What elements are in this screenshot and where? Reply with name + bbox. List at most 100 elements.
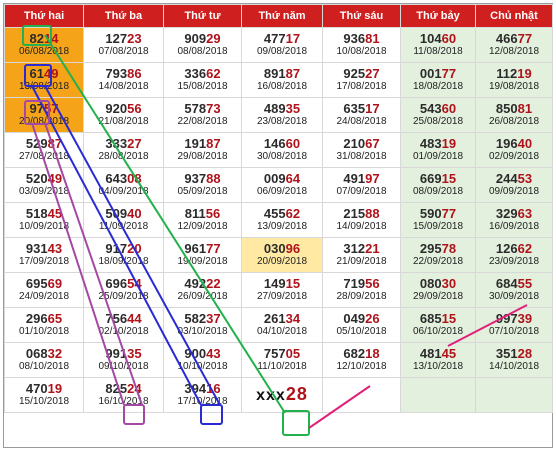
- result-date: 03/09/2018: [18, 186, 70, 197]
- result-date: 01/09/2018: [412, 151, 464, 162]
- result-cell: 58237 03/10/2018: [163, 307, 242, 343]
- result-date: 02/10/2018: [98, 326, 149, 337]
- result-date: 13/09/2018: [256, 221, 308, 232]
- result-date: 23/08/2018: [256, 116, 308, 127]
- result-date: 17/10/2018: [177, 396, 228, 407]
- result-date: 21/09/2018: [336, 256, 387, 267]
- result-number: 68515: [419, 311, 457, 326]
- result-cell: 91720 18/09/2018: [83, 237, 164, 273]
- week-row: 8214 06/08/2018 12723 07/08/2018 90929 08/08/…: [4, 27, 553, 63]
- result-date: 05/09/2018: [177, 186, 228, 197]
- result-date: 20/08/2018: [18, 116, 70, 127]
- result-cell: 57873 22/08/2018: [163, 97, 242, 133]
- result-cell: 10460 11/08/2018: [400, 27, 476, 63]
- result-cell: 68455 30/09/2018: [475, 272, 553, 308]
- result-date: 24/08/2018: [336, 116, 387, 127]
- result-number: 6149: [29, 66, 59, 81]
- result-cell: 00964 06/09/2018: [241, 167, 323, 203]
- result-date: 19/09/2018: [177, 256, 228, 267]
- result-cell: 48935 23/08/2018: [241, 97, 323, 133]
- result-number: 12662: [495, 241, 533, 256]
- result-date: 16/10/2018: [98, 396, 149, 407]
- result-cell: 49222 26/09/2018: [163, 272, 242, 308]
- result-number: 19187: [184, 136, 221, 151]
- result-date: 12/10/2018: [336, 361, 387, 372]
- result-date: 10/08/2018: [336, 46, 387, 57]
- weekday-header: Thứ hai: [4, 4, 84, 28]
- result-number: 26134: [263, 311, 301, 326]
- result-cell: 14660 30/08/2018: [241, 132, 323, 168]
- result-cell: 99739 07/10/2018: [475, 307, 553, 343]
- result-number: 9757: [29, 101, 59, 116]
- week-row: 52049 03/09/2018 64308 04/09/2018 93788 05/09…: [4, 167, 553, 203]
- result-number: 04926: [343, 311, 380, 326]
- result-cell: 49197 07/09/2018: [322, 167, 401, 203]
- result-number: 11219: [496, 66, 532, 81]
- result-date: 30/08/2018: [256, 151, 308, 162]
- result-number: 71956: [343, 276, 380, 291]
- result-date: 25/09/2018: [98, 291, 149, 302]
- result-table-frame: Thứ hai Thứ ba Thứ tư Thứ năm Thứ sáu Thứ bảy…: [3, 3, 553, 448]
- weekday-header: Thứ ba: [83, 4, 164, 28]
- result-date: 12/09/2018: [177, 221, 228, 232]
- result-number: 93788: [184, 171, 221, 186]
- result-cell: 19640 02/09/2018: [475, 132, 553, 168]
- result-cell: 75705 11/10/2018: [241, 342, 323, 378]
- result-cell: xxx28: [241, 377, 323, 413]
- result-number: 06832: [25, 346, 63, 361]
- result-cell: 29665 01/10/2018: [4, 307, 84, 343]
- result-cell: 92527 17/08/2018: [322, 62, 401, 98]
- result-number: 90043: [184, 346, 221, 361]
- result-number: 99135: [105, 346, 142, 361]
- result-date: 17/08/2018: [336, 81, 387, 92]
- result-number: 91720: [105, 241, 142, 256]
- result-number: 47717: [263, 31, 301, 46]
- result-cell: 93788 05/09/2018: [163, 167, 242, 203]
- result-date: 07/08/2018: [98, 46, 149, 57]
- result-date: 05/10/2018: [336, 326, 387, 337]
- result-date: 06/08/2018: [18, 46, 70, 57]
- result-cell: 50940 11/09/2018: [83, 202, 164, 238]
- result-number: 45562: [263, 206, 301, 221]
- result-cell: 69569 24/09/2018: [4, 272, 84, 308]
- result-cell: 48319 01/09/2018: [400, 132, 476, 168]
- result-date: 28/08/2018: [98, 151, 149, 162]
- result-cell: 04926 05/10/2018: [322, 307, 401, 343]
- result-number: 92527: [343, 66, 380, 81]
- result-cell: 47019 15/10/2018: [4, 377, 84, 413]
- result-number: 68218: [343, 346, 380, 361]
- result-number: 08030: [419, 276, 457, 291]
- result-number: 93681: [343, 31, 380, 46]
- result-date: 15/09/2018: [412, 221, 464, 232]
- weekday-header-row: Thứ hai Thứ ba Thứ tư Thứ năm Thứ sáu Thứ bảy…: [4, 4, 553, 28]
- result-cell: 82524 16/10/2018: [83, 377, 164, 413]
- result-date: 16/08/2018: [256, 81, 308, 92]
- weekday-header: Thứ năm: [241, 4, 323, 28]
- result-date: 03/10/2018: [177, 326, 228, 337]
- result-number: 52987: [25, 136, 63, 151]
- result-date: 29/08/2018: [177, 151, 228, 162]
- result-number: 19640: [495, 136, 533, 151]
- result-number: 82524: [105, 381, 142, 396]
- result-number: 69654: [105, 276, 142, 291]
- result-date: 26/08/2018: [488, 116, 540, 127]
- result-cell: 39416 17/10/2018: [163, 377, 242, 413]
- result-cell: 68515 06/10/2018: [400, 307, 476, 343]
- result-number: 48319: [419, 136, 457, 151]
- result-cell: 93143 17/09/2018: [4, 237, 84, 273]
- result-date: 09/09/2018: [488, 186, 540, 197]
- result-date: 04/09/2018: [98, 186, 149, 197]
- weekday-header: Thứ bảy: [400, 4, 476, 28]
- result-cell: 92056 21/08/2018: [83, 97, 164, 133]
- week-row: 51845 10/09/2018 50940 11/09/2018 81156 12/09…: [4, 202, 553, 238]
- result-number: 92056: [105, 101, 142, 116]
- result-number: 21588: [343, 206, 380, 221]
- result-number: 58237: [184, 311, 221, 326]
- result-cell: 71956 28/09/2018: [322, 272, 401, 308]
- result-cell: 9757 20/08/2018: [4, 97, 84, 133]
- result-date: 14/10/2018: [488, 361, 540, 372]
- result-cell: 79386 14/08/2018: [83, 62, 164, 98]
- result-cell: 6149 13/08/2018: [4, 62, 84, 98]
- result-cell: [400, 377, 476, 413]
- result-cell: 68218 12/10/2018: [322, 342, 401, 378]
